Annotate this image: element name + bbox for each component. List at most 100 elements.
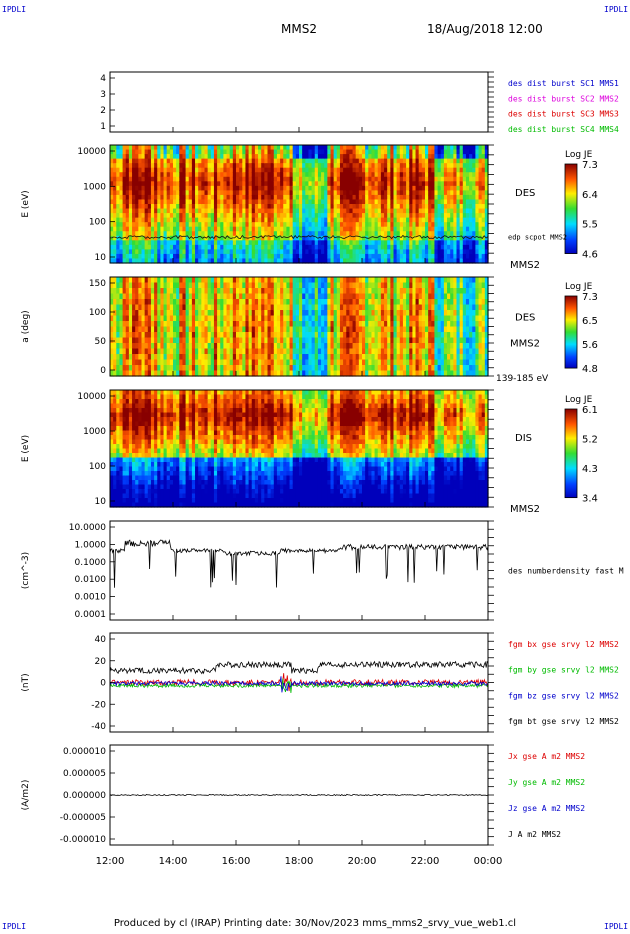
heat-cell [160,222,165,228]
heat-cell [333,354,338,361]
heat-cell [163,226,168,232]
heat-cell [248,249,253,255]
heat-cell [324,190,328,196]
heat-cell [415,370,420,377]
heat-cell [125,249,130,255]
heat-cell [182,185,187,191]
heat-cell [157,145,161,151]
heat-cell [390,249,395,255]
heat-cell [324,277,328,284]
heat-cell [295,321,300,328]
heat-cell [343,332,347,339]
heat-cell [132,332,136,339]
heat-cell [402,185,407,191]
heat-cell [188,154,193,160]
heat-cell [116,253,121,260]
heat-cell [431,315,436,322]
heat-cell [116,326,121,333]
heat-cell [236,337,240,344]
heat-cell [289,348,294,355]
heat-cell [368,244,373,250]
heat-cell [346,204,350,210]
heat-cell [239,149,243,155]
heat-cell [406,315,410,322]
heat-cell [393,181,398,187]
heat-cell [333,359,338,366]
heat-cell [459,154,464,160]
heat-cell [201,145,206,151]
heat-cell [144,321,149,328]
heat-cell [239,348,243,355]
heat-cell [292,240,297,246]
heat-cell [286,337,291,344]
heat-cell [355,354,360,361]
heat-cell [443,185,448,191]
heat-cell [418,253,423,260]
heat-cell [226,145,231,151]
heat-cell [358,240,363,246]
heat-cell [406,244,410,250]
heat-cell [217,282,221,289]
heat-cell [317,332,322,339]
heat-cell [110,204,114,210]
heat-cell [258,176,262,182]
heat-cell [434,288,439,295]
heat-cell [173,354,177,361]
heat-cell [339,176,344,182]
heat-cell [236,185,240,191]
heat-cell [314,213,319,219]
heat-cell [236,299,240,306]
heat-cell [437,145,442,151]
heat-cell [289,222,294,228]
heat-cell [185,176,190,182]
heat-cell [245,199,250,205]
heat-cell [258,190,262,196]
heat-cell [302,359,306,366]
heat-cell [258,235,262,241]
heat-cell [412,194,417,201]
heat-cell [239,235,243,241]
heat-cell [292,226,297,232]
heat-cell [343,310,347,317]
heat-cell [113,158,117,164]
heat-cell [276,154,281,160]
heat-cell [176,145,180,151]
heat-cell [226,288,231,295]
heat-cell [245,370,250,377]
heat-cell [365,167,369,173]
heat-cell [402,282,407,289]
heat-cell [368,299,373,306]
heat-cell [254,235,259,241]
heat-cell [160,343,165,350]
heat-cell [201,321,206,328]
heat-cell [409,277,413,284]
heat-cell [150,332,155,339]
heat-cell [207,172,212,178]
heat-cell [207,226,212,232]
heat-cell [185,149,190,155]
heat-cell [229,277,234,284]
heat-cell [261,293,265,300]
heat-cell [390,354,395,361]
heat-cell [135,163,139,169]
heat-cell [431,190,436,196]
heat-cell [346,288,350,295]
heat-cell [308,208,313,214]
heat-cell [459,158,464,164]
heat-cell [339,258,344,264]
heat-cell [396,190,401,196]
heat-cell [160,163,165,169]
heat-cell [261,217,265,223]
heat-cell [110,326,114,333]
heat-cell [368,370,373,377]
heat-cell [242,181,247,187]
heat-cell [308,172,313,178]
heat-cell [229,199,234,205]
heat-cell [380,288,385,295]
heat-cell [349,172,354,178]
heat-cell [286,154,291,160]
heat-cell [481,185,486,191]
heat-cell [110,217,114,223]
heat-cell [377,354,382,361]
